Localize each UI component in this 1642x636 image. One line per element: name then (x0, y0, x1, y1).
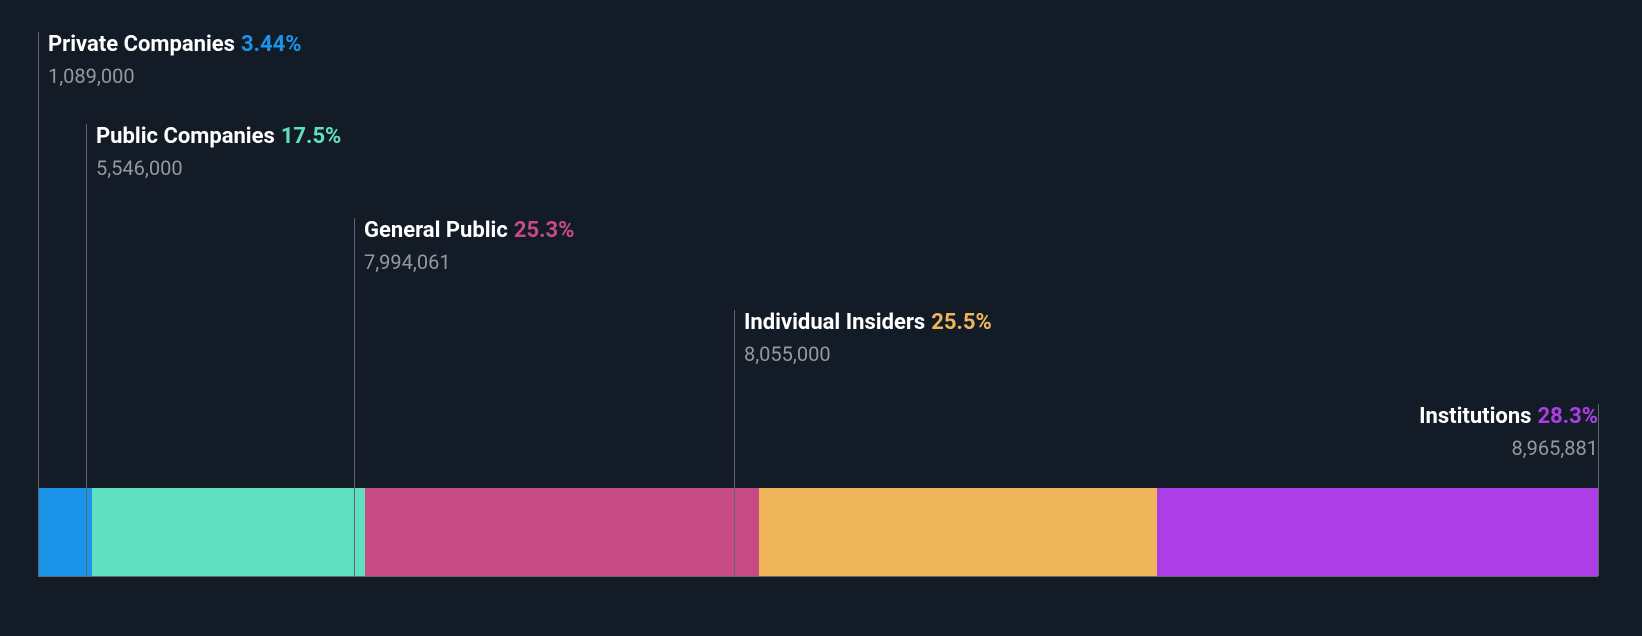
label-percent-institutions: 28.3% (1537, 404, 1598, 429)
bar-segment-institutions (1157, 488, 1598, 576)
label-name-private_companies: Private Companies (48, 32, 235, 57)
ownership-breakdown-chart: Private Companies3.44% 1,089,000 Public Co… (0, 0, 1642, 636)
guide-line-public_companies (86, 124, 87, 576)
label-value-general_public: 7,994,061 (364, 250, 574, 274)
label-percent-individual_insiders: 25.5% (931, 310, 992, 335)
bar-segment-private_companies (38, 488, 92, 576)
label-institutions: Institutions28.3% 8,965,881 (1419, 404, 1598, 460)
guide-line-general_public (354, 218, 355, 576)
label-individual_insiders: Individual Insiders25.5% 8,055,000 (744, 310, 992, 366)
label-name-individual_insiders: Individual Insiders (744, 310, 925, 335)
label-percent-general_public: 25.3% (514, 218, 575, 243)
label-name-general_public: General Public (364, 218, 508, 243)
label-percent-public_companies: 17.5% (281, 124, 342, 149)
label-public_companies: Public Companies17.5% 5,546,000 (96, 124, 341, 180)
label-private_companies: Private Companies3.44% 1,089,000 (48, 32, 301, 88)
label-general_public: General Public25.3% 7,994,061 (364, 218, 574, 274)
bar-segment-public_companies (92, 488, 365, 576)
label-name-public_companies: Public Companies (96, 124, 275, 149)
ownership-bar (38, 488, 1598, 576)
bar-segment-individual_insiders (759, 488, 1157, 576)
label-value-institutions: 8,965,881 (1419, 436, 1598, 460)
chart-baseline (38, 576, 1598, 577)
guide-line-individual_insiders (734, 310, 735, 576)
guide-line-institutions (1598, 404, 1599, 576)
label-percent-private_companies: 3.44% (241, 32, 302, 57)
guide-line-private_companies (38, 32, 39, 576)
bar-segment-general_public (365, 488, 760, 576)
label-value-individual_insiders: 8,055,000 (744, 342, 992, 366)
label-value-private_companies: 1,089,000 (48, 64, 301, 88)
label-name-institutions: Institutions (1419, 404, 1531, 429)
label-value-public_companies: 5,546,000 (96, 156, 341, 180)
